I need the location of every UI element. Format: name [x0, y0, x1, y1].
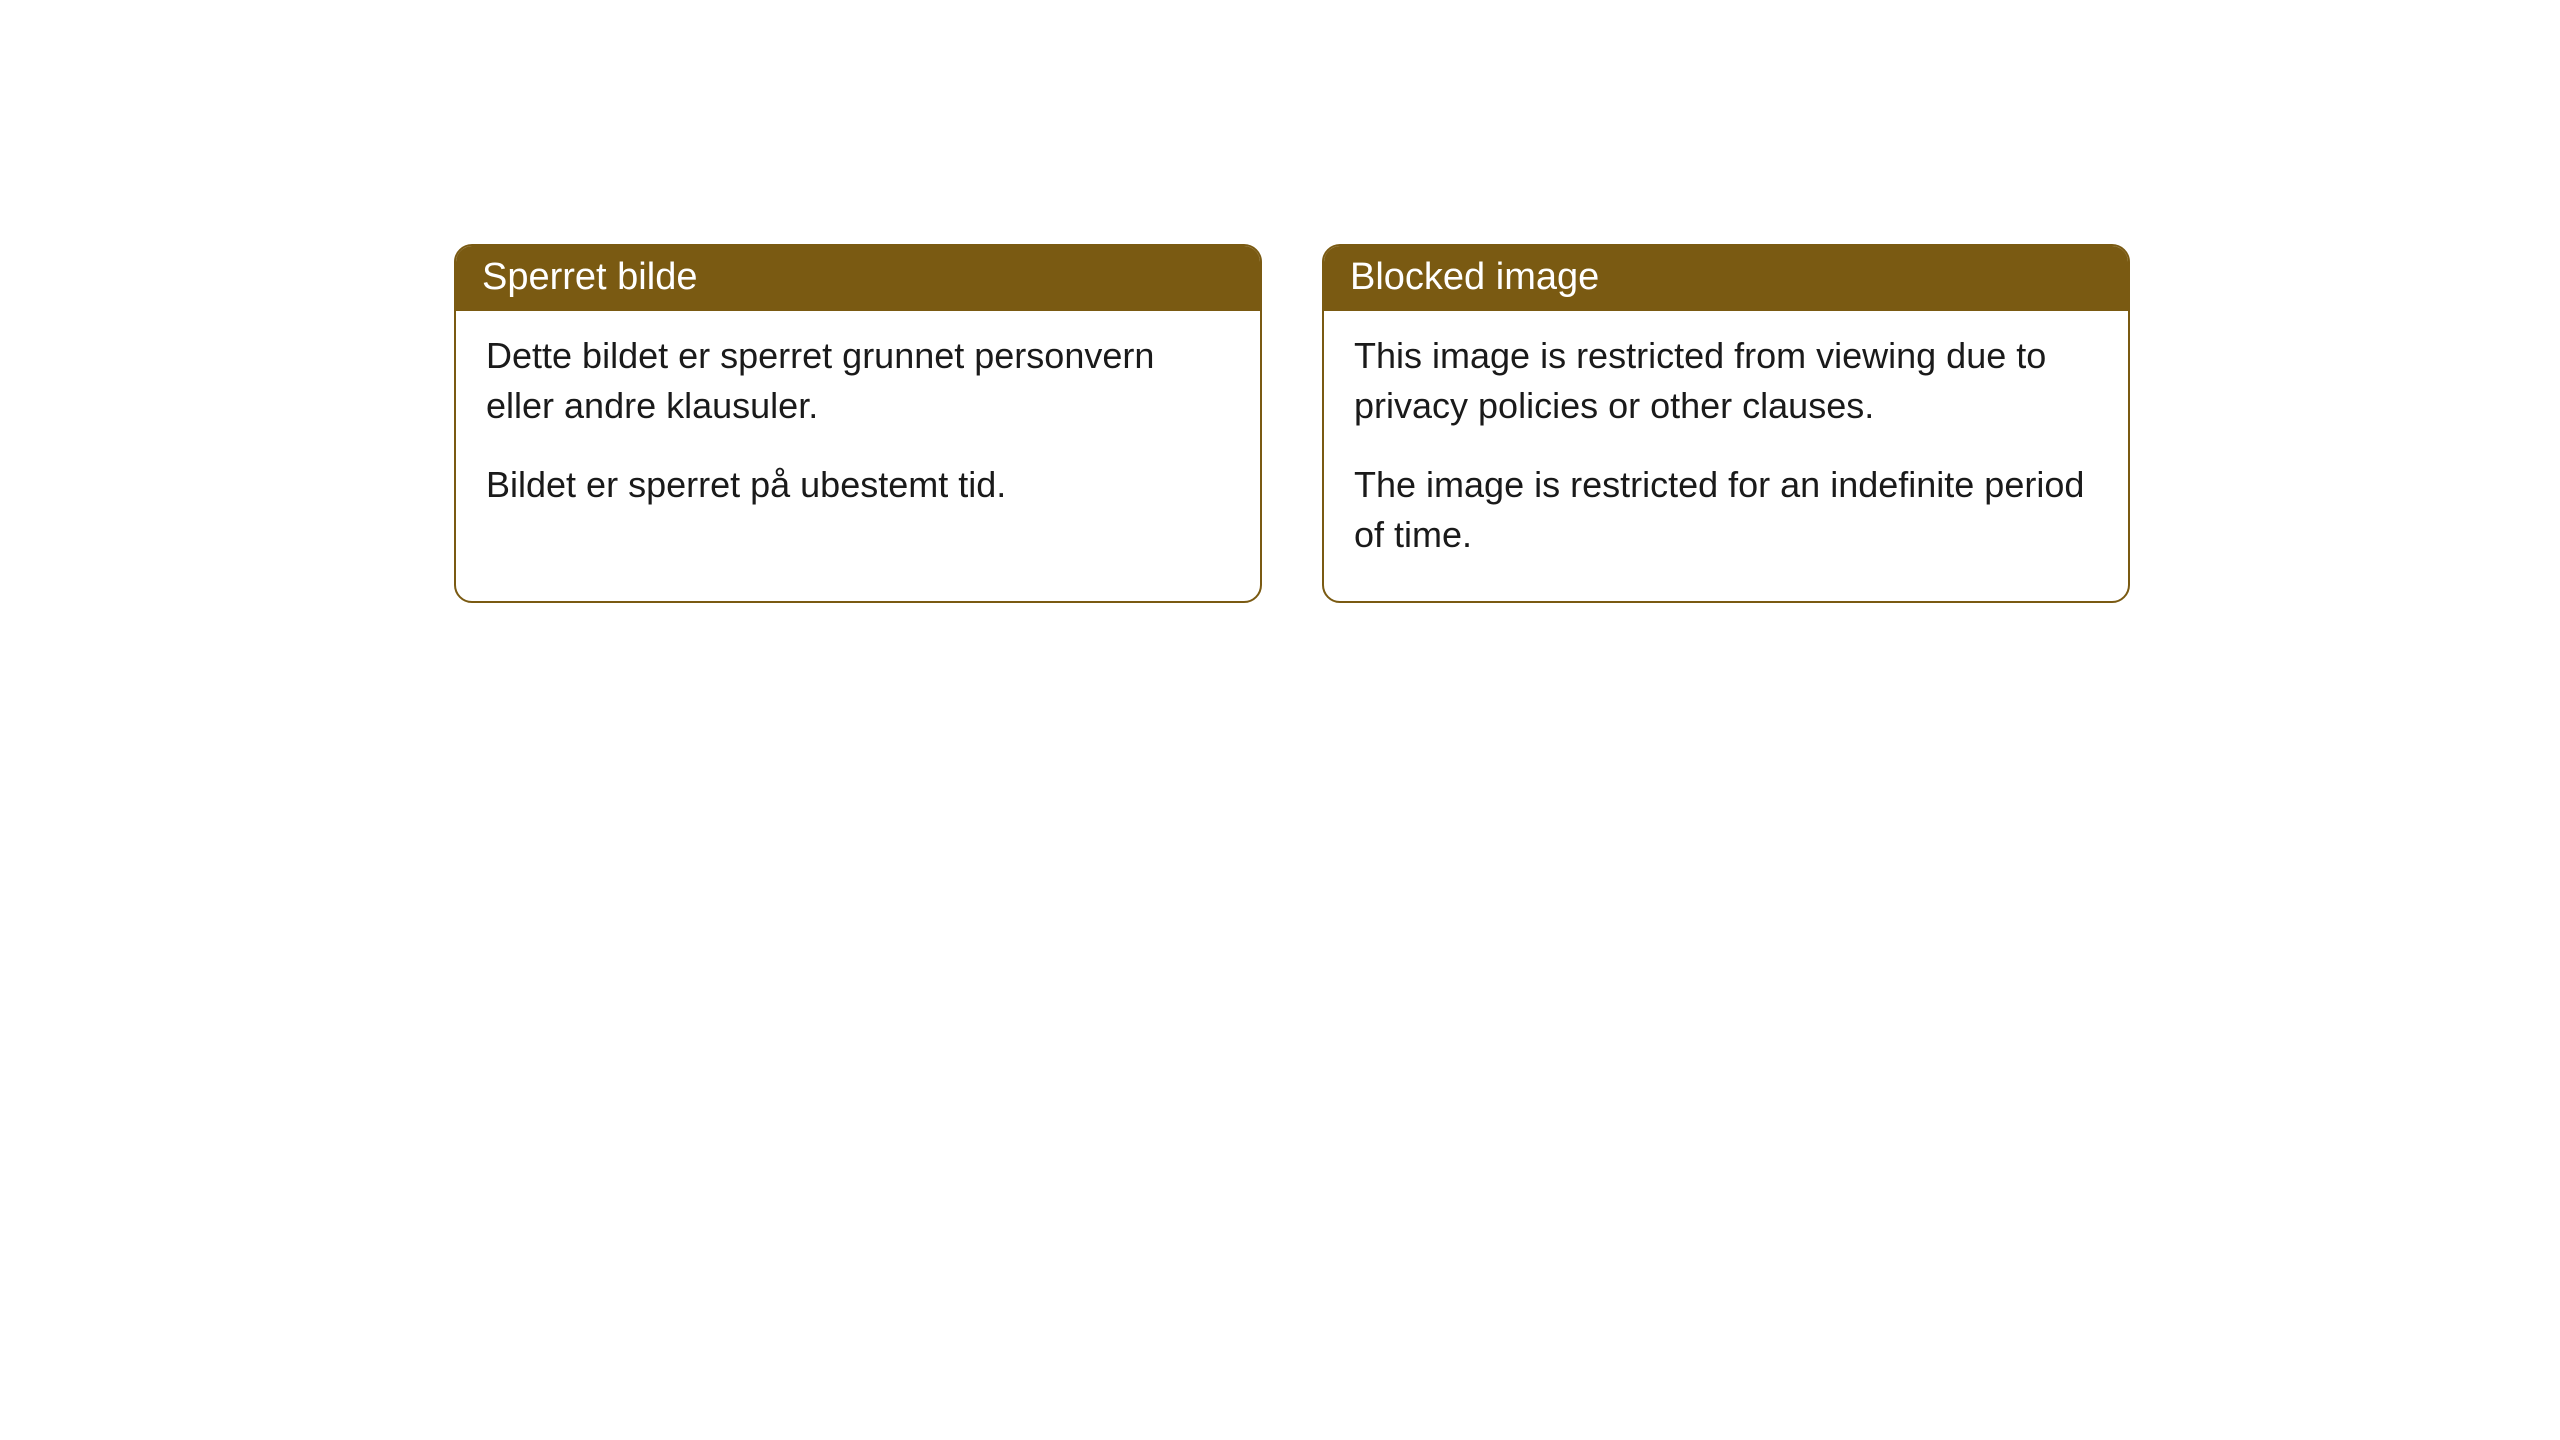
notice-card-norwegian: Sperret bilde Dette bildet er sperret gr…: [454, 244, 1262, 603]
notice-cards-container: Sperret bilde Dette bildet er sperret gr…: [454, 244, 2130, 603]
card-header-norwegian: Sperret bilde: [456, 246, 1260, 311]
card-paragraph: The image is restricted for an indefinit…: [1354, 460, 2098, 561]
card-body-english: This image is restricted from viewing du…: [1324, 311, 2128, 601]
card-body-norwegian: Dette bildet er sperret grunnet personve…: [456, 311, 1260, 550]
card-paragraph: This image is restricted from viewing du…: [1354, 331, 2098, 432]
card-paragraph: Bildet er sperret på ubestemt tid.: [486, 460, 1230, 510]
notice-card-english: Blocked image This image is restricted f…: [1322, 244, 2130, 603]
card-paragraph: Dette bildet er sperret grunnet personve…: [486, 331, 1230, 432]
card-header-english: Blocked image: [1324, 246, 2128, 311]
